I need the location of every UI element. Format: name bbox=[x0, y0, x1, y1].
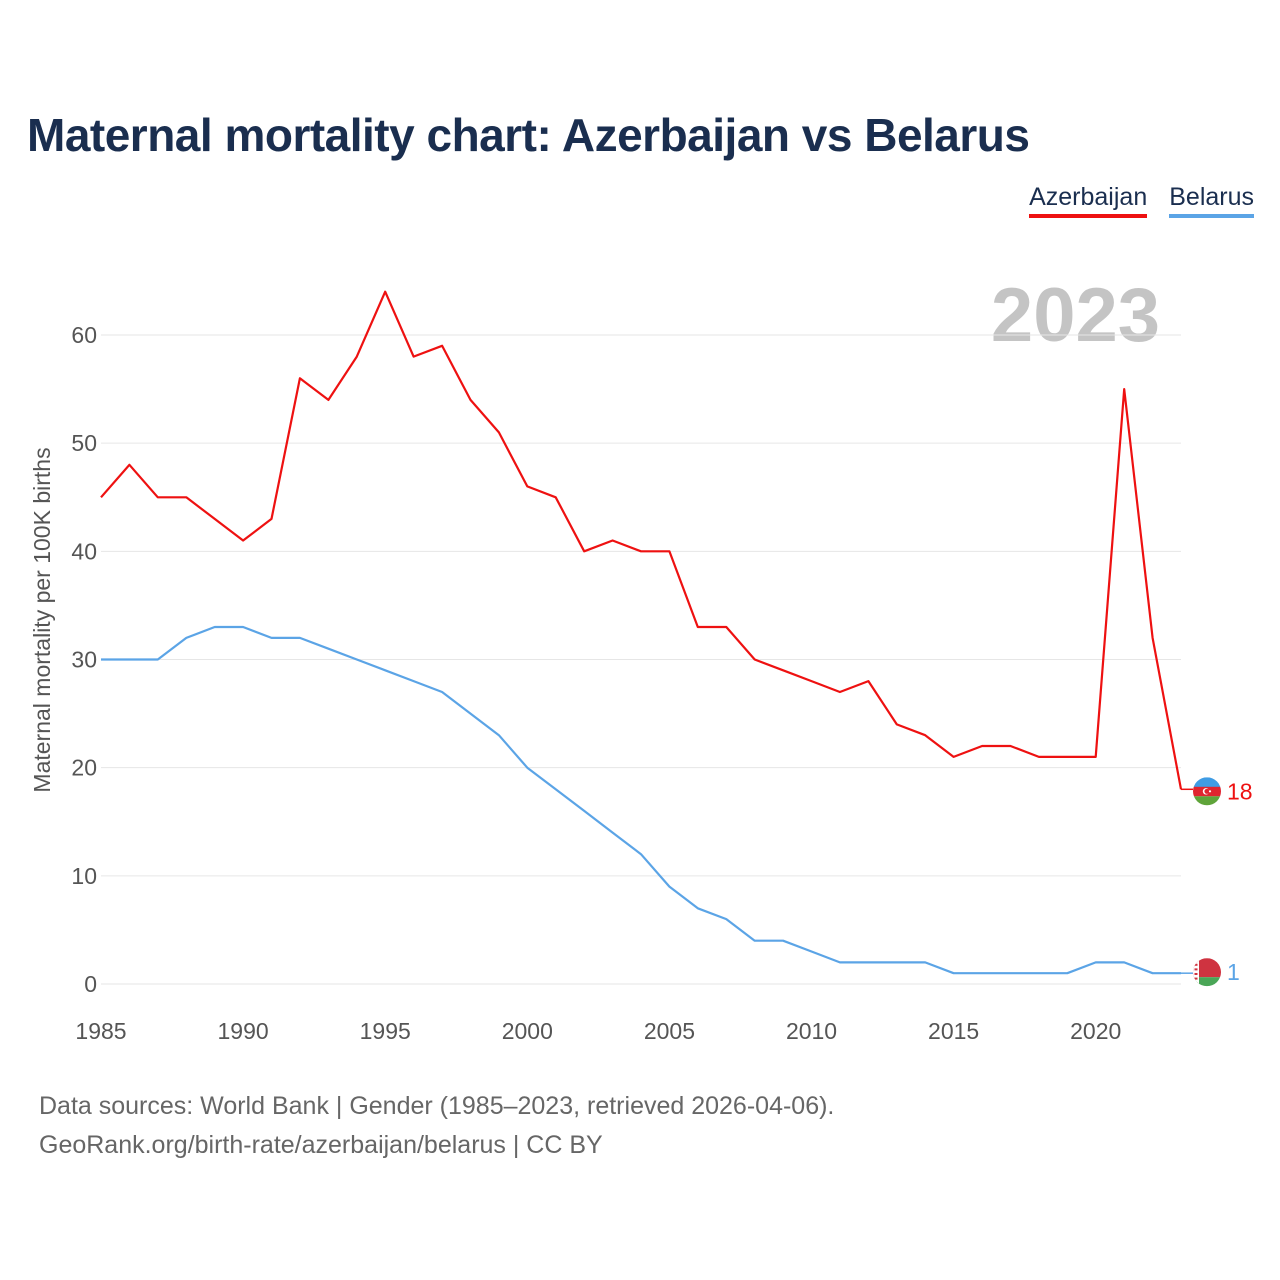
source-note: Data sources: World Bank | Gender (1985–… bbox=[39, 1092, 835, 1120]
x-tick-label: 1995 bbox=[360, 1018, 411, 1044]
x-tick-label: 2000 bbox=[502, 1018, 553, 1044]
y-tick-label: 30 bbox=[71, 647, 97, 673]
x-tick-label: 2015 bbox=[928, 1018, 979, 1044]
x-tick-label: 1985 bbox=[75, 1018, 126, 1044]
y-tick-label: 10 bbox=[71, 863, 97, 889]
belarus-flag-icon bbox=[1193, 958, 1221, 987]
end-value-label: 18 bbox=[1227, 778, 1253, 804]
x-tick-label: 2020 bbox=[1070, 1018, 1121, 1044]
legend-item-azerbaijan[interactable]: Azerbaijan bbox=[1029, 183, 1148, 218]
azerbaijan-flag-icon bbox=[1193, 777, 1221, 806]
end-value-label: 1 bbox=[1227, 959, 1240, 985]
year-watermark: 2023 bbox=[991, 273, 1160, 358]
y-tick-label: 20 bbox=[71, 755, 97, 781]
y-axis-label: Maternal mortality per 100K births bbox=[29, 447, 55, 792]
chart-title: Maternal mortality chart: Azerbaijan vs … bbox=[27, 109, 1030, 161]
source-url[interactable]: GeoRank.org/birth-rate/azerbaijan/belaru… bbox=[39, 1131, 603, 1159]
legend-item-belarus[interactable]: Belarus bbox=[1169, 183, 1254, 218]
x-tick-label: 2005 bbox=[644, 1018, 695, 1044]
footer: Data sources: World Bank | Gender (1985–… bbox=[39, 1087, 834, 1165]
x-tick-label: 2010 bbox=[786, 1018, 837, 1044]
series-line-belarus bbox=[101, 625, 1181, 975]
x-tick-label: 1990 bbox=[218, 1018, 269, 1044]
legend: Azerbaijan Belarus bbox=[1029, 183, 1254, 218]
y-tick-label: 0 bbox=[84, 971, 97, 997]
y-tick-label: 60 bbox=[71, 322, 97, 348]
series-line-azerbaijan bbox=[100, 290, 1183, 790]
line-chart: 2023 0 10 20 30 40 50 60 1985 1990 1995 2000 2005 20… bbox=[29, 273, 1253, 1044]
y-tick-label: 40 bbox=[71, 538, 97, 564]
y-tick-label: 50 bbox=[71, 430, 97, 456]
